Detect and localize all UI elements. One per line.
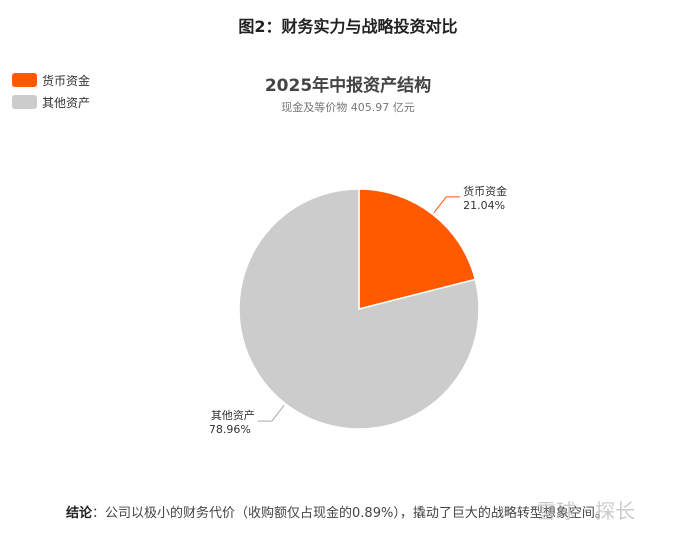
pie-slice-0[interactable] bbox=[358, 188, 477, 310]
conclusion-body: 公司以极小的财务代价（收购额仅占现金的0.89%），撬动了巨大的战略转型想象空间… bbox=[105, 506, 608, 521]
legend-label-other-assets: 其他资产 bbox=[42, 95, 91, 110]
pie-label-value-1: 78.96% bbox=[209, 423, 251, 436]
chart-title: 2025年中报资产结构 bbox=[264, 76, 432, 96]
watermark: 雪球 · 探长 bbox=[536, 499, 636, 523]
conclusion-colon: ： bbox=[92, 506, 106, 521]
conclusion-text: 结论：公司以极小的财务代价（收购额仅占现金的0.89%），撬动了巨大的战略转型想… bbox=[66, 502, 686, 521]
pie-leader-line-0 bbox=[433, 196, 461, 214]
pie-label-name-1: 其他资产 bbox=[211, 408, 255, 422]
pie-leader-line-1 bbox=[257, 404, 285, 422]
conclusion-lead: 结论 bbox=[66, 506, 93, 521]
chart-legend: 货币资金 其他资产 bbox=[12, 72, 90, 116]
chart-subtitle: 现金及等价物 405.97 亿元 bbox=[281, 101, 415, 114]
legend-item-currency-funds[interactable]: 货币资金 bbox=[12, 72, 90, 88]
pie-label-value-0: 21.04% bbox=[463, 199, 505, 212]
legend-swatch-other-assets bbox=[12, 95, 37, 109]
pie-slice-1[interactable] bbox=[238, 188, 480, 430]
pie-slices bbox=[238, 188, 480, 430]
figure-title: 图2：财务实力与战略投资对比 bbox=[238, 17, 458, 36]
legend-item-other-assets[interactable]: 其他资产 bbox=[12, 94, 90, 110]
legend-swatch-currency-funds bbox=[12, 73, 37, 87]
legend-label-currency-funds: 货币资金 bbox=[42, 73, 91, 88]
pie-label-name-0: 货币资金 bbox=[463, 184, 507, 198]
